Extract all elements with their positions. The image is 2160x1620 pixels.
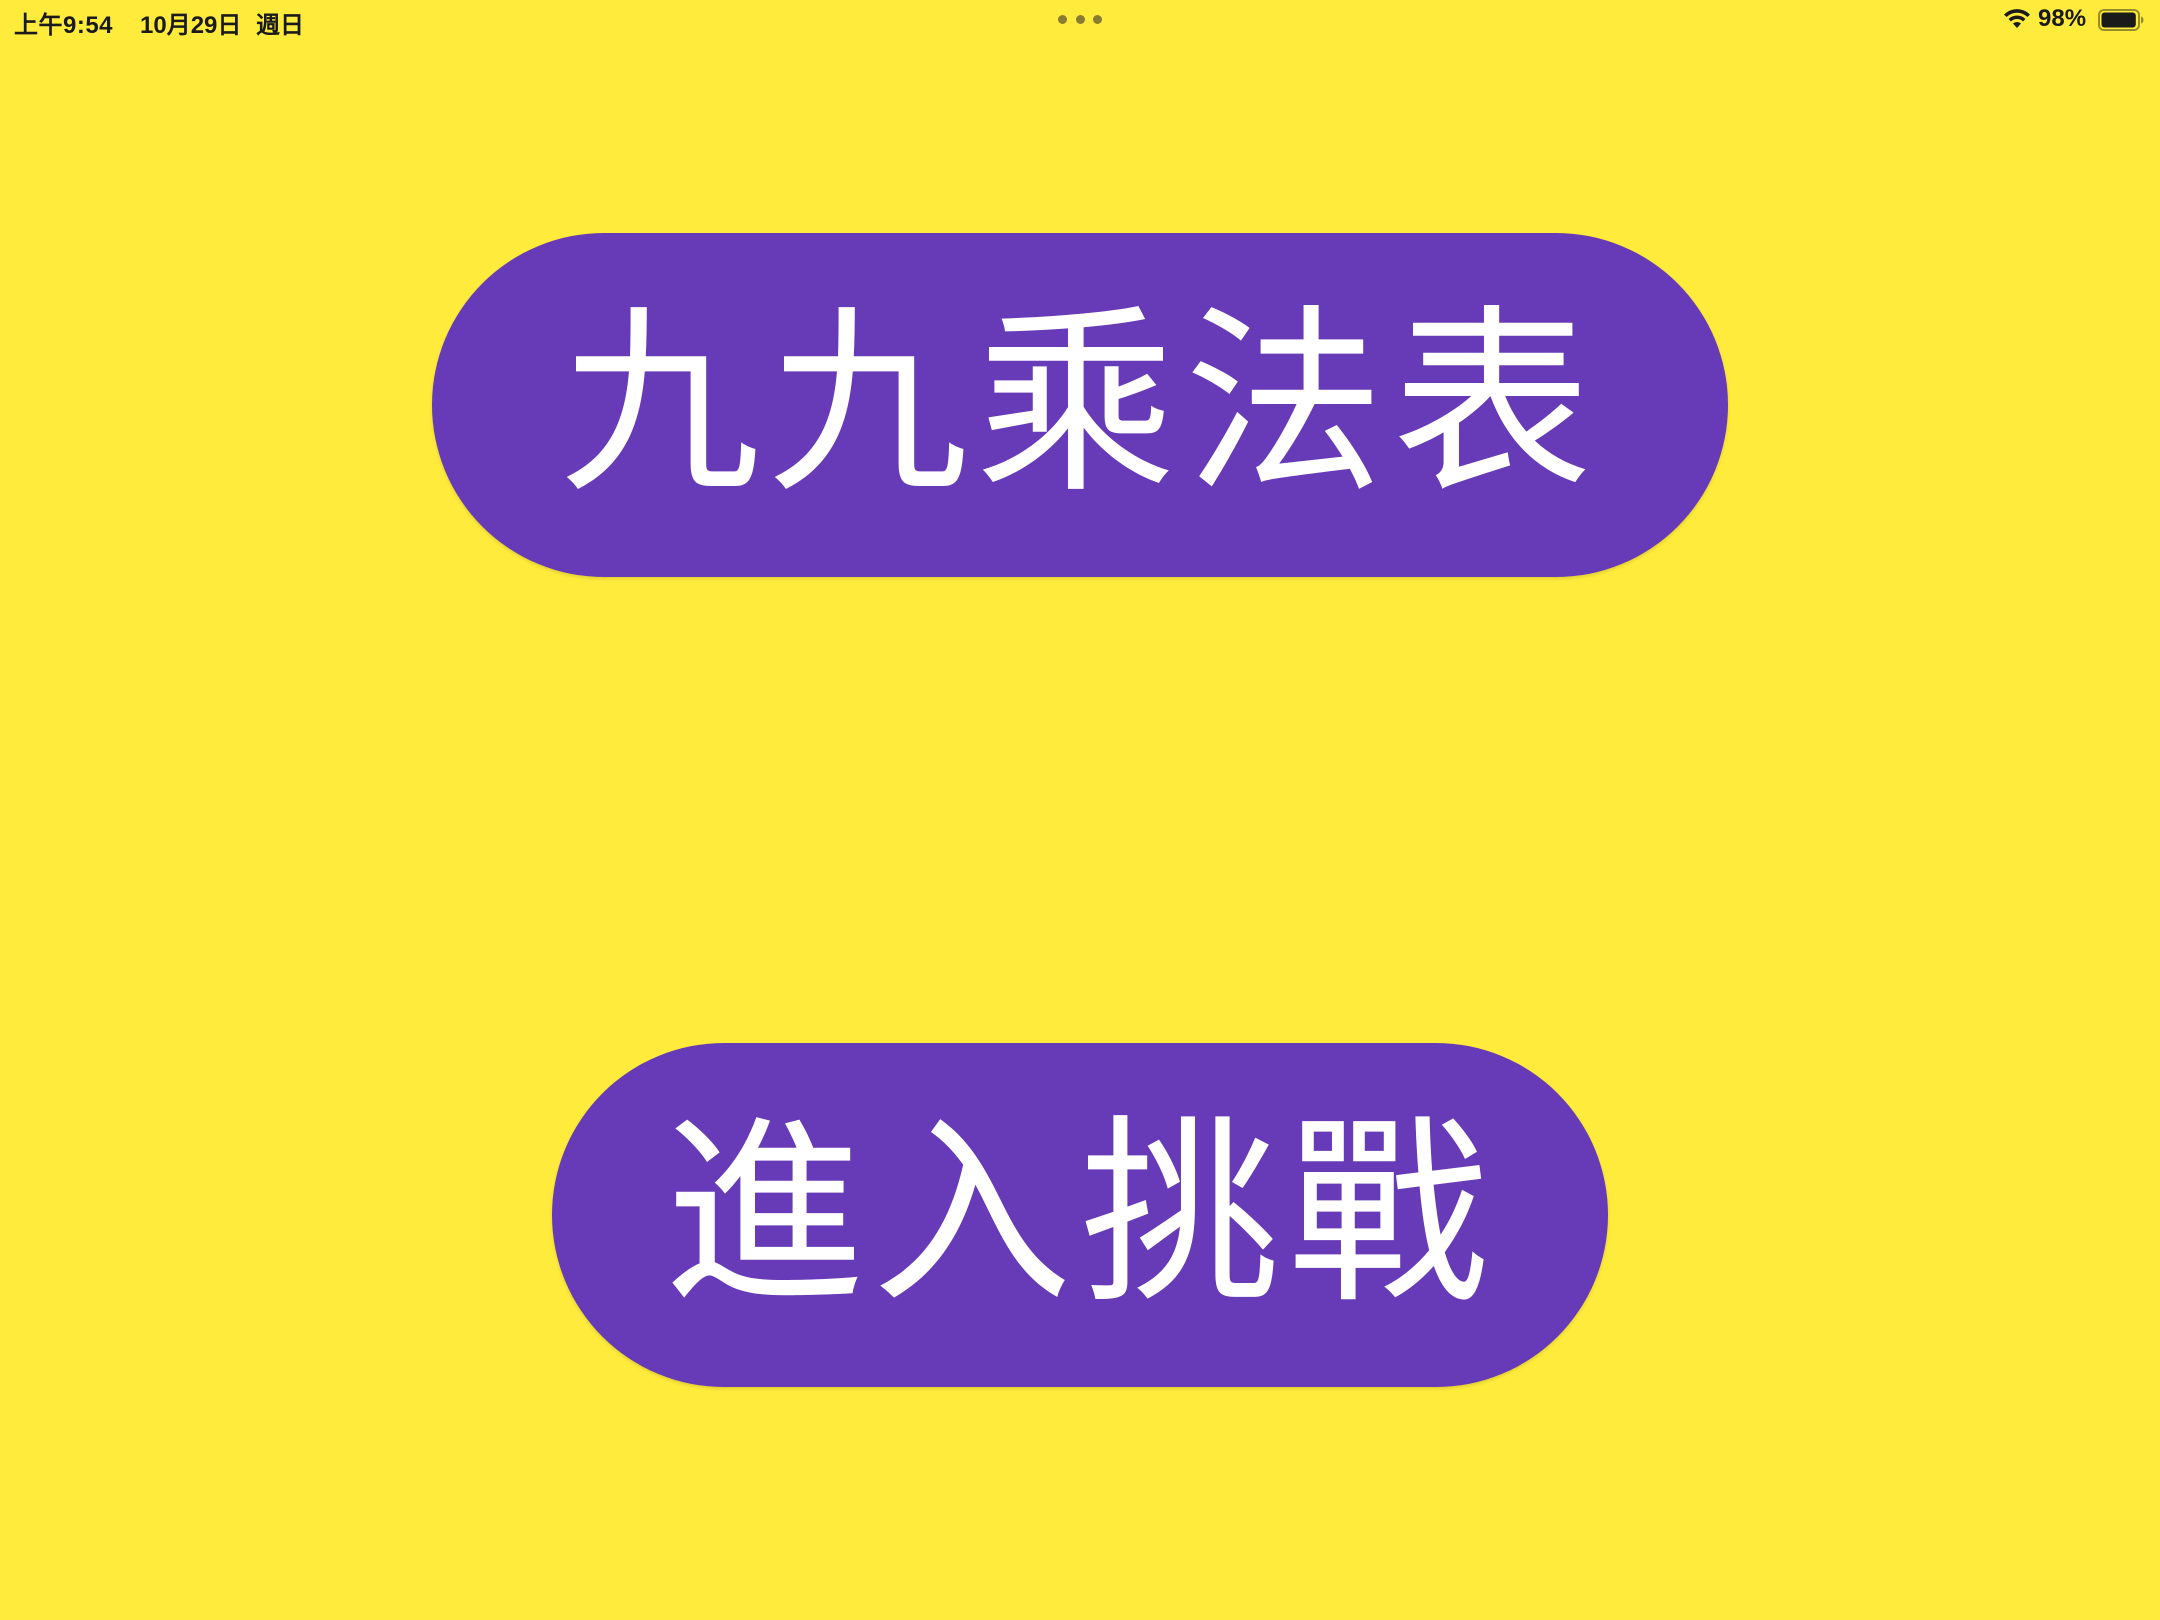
dot <box>1075 15 1085 24</box>
enter-challenge-label: 進入挑戰 <box>663 1098 1496 1331</box>
status-time: 上午9:54 <box>14 12 114 39</box>
battery-icon <box>2098 9 2144 31</box>
dot <box>1093 15 1102 24</box>
multiplication-table-label: 九九乘法表 <box>559 288 1600 521</box>
battery-percentage: 98% <box>2038 5 2087 32</box>
enter-challenge-button[interactable]: 進入挑戰 <box>552 1043 1608 1387</box>
dot <box>1058 15 1067 24</box>
status-date: 10月29日 <box>140 12 242 39</box>
status-bar: 上午9:54 10月29日 週日 98% <box>0 0 2160 40</box>
status-day: 週日 <box>256 12 304 39</box>
more-dots-icon[interactable] <box>1058 15 1102 25</box>
wifi-icon <box>2004 9 2030 28</box>
multiplication-table-button[interactable]: 九九乘法表 <box>432 233 1728 577</box>
